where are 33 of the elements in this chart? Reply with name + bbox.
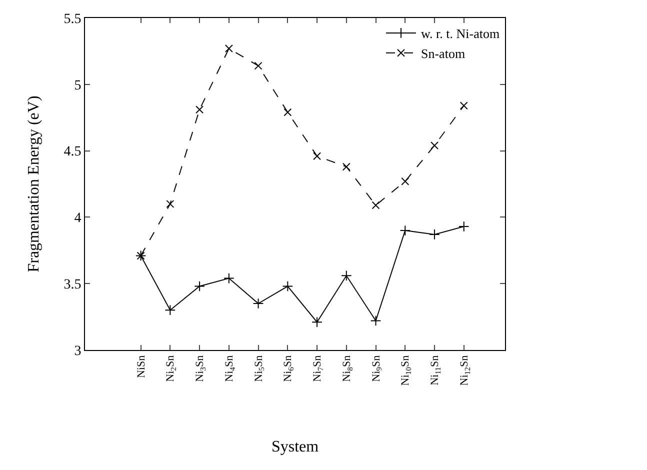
- y-axis-title: Fragmentation Energy (eV): [26, 96, 43, 272]
- point: [166, 200, 174, 208]
- point: [342, 162, 350, 171]
- x-tick-label: NiSn: [135, 354, 148, 378]
- y-tick-label: 5.5: [64, 12, 82, 27]
- point: [313, 152, 322, 160]
- point: [458, 221, 470, 232]
- y-tick-label: 5: [74, 78, 82, 94]
- point: [370, 315, 382, 326]
- point: [341, 270, 352, 282]
- point: [400, 225, 411, 236]
- y-tick-label: 3: [74, 344, 82, 359]
- point: [254, 62, 262, 70]
- y-tick-label: 3.5: [64, 278, 82, 292]
- point: [164, 304, 176, 316]
- y-tick-label: 4: [74, 211, 82, 226]
- legend-label: w. r. t. Ni-atom: [421, 26, 500, 42]
- point: [372, 201, 380, 210]
- point: [312, 316, 322, 328]
- point: [429, 229, 440, 240]
- point: [282, 280, 294, 292]
- legend-label: Sn-atom: [421, 46, 466, 61]
- point: [252, 298, 264, 309]
- x-axis-title: System: [271, 438, 320, 456]
- point: [224, 272, 234, 284]
- point: [196, 106, 204, 114]
- point: [460, 102, 468, 110]
- point: [401, 177, 410, 186]
- point: [224, 44, 233, 53]
- point: [284, 108, 292, 116]
- y-tick-label: 4.5: [64, 144, 82, 160]
- point: [430, 141, 439, 150]
- point: [194, 280, 205, 292]
